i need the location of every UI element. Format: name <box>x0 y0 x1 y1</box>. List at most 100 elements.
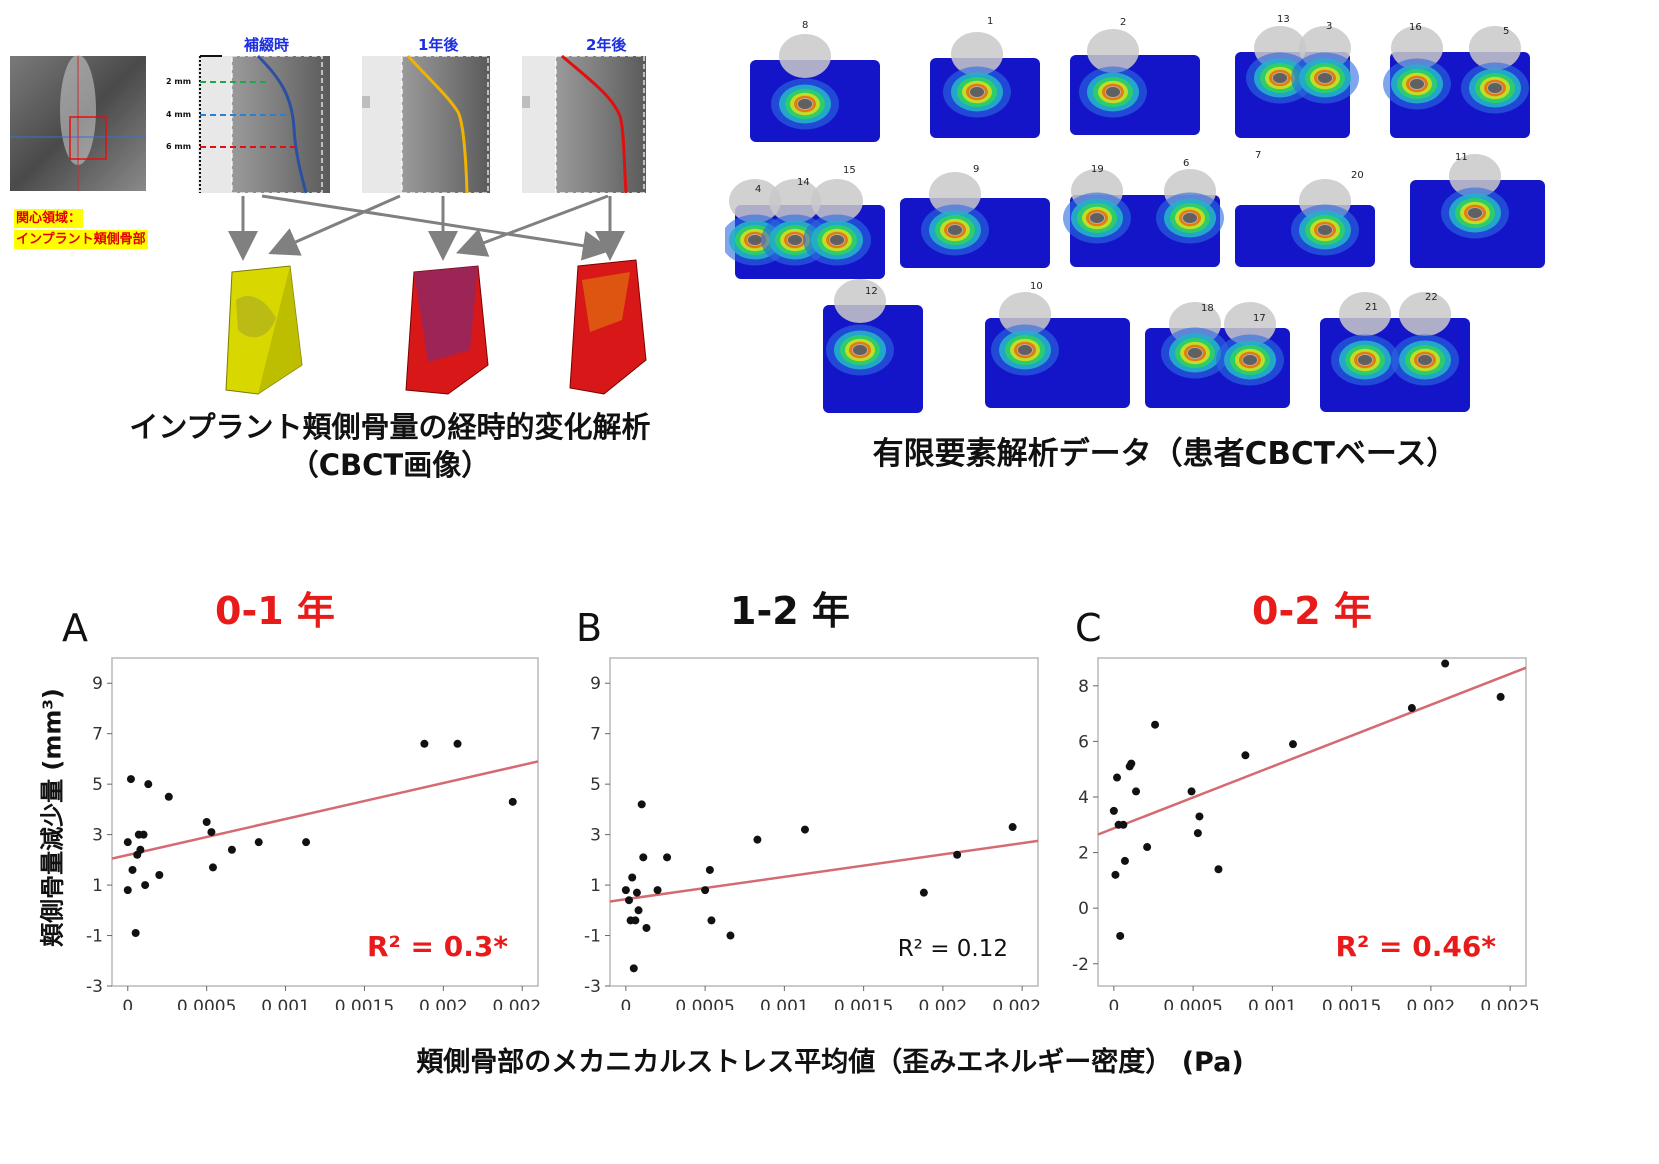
data-point <box>628 873 637 882</box>
data-point <box>302 838 311 847</box>
depth-label-2mm: 2 mm <box>166 77 191 86</box>
data-point <box>208 863 217 872</box>
data-point <box>254 838 263 847</box>
volume-model-year2 <box>569 259 647 395</box>
fea-caption: 有限要素解析データ（患者CBCTベース） <box>872 436 1458 472</box>
data-point <box>508 797 517 806</box>
fea-model-number: 8 <box>802 20 808 31</box>
y-tick-label: 0 <box>1078 899 1089 919</box>
data-point <box>123 886 132 895</box>
stage-header-year1: 1年後 <box>418 36 459 54</box>
plot-area <box>609 657 1039 987</box>
data-point <box>625 896 634 905</box>
x-tick-label: 0.0005 <box>675 997 734 1010</box>
data-point <box>1109 806 1118 815</box>
x-tick-label: 0.0025 <box>492 997 540 1010</box>
stage-header-year2: 2年後 <box>586 36 627 54</box>
data-point <box>155 870 164 879</box>
data-point <box>705 865 714 874</box>
fea-model-number: 7 <box>1255 150 1261 161</box>
data-point <box>131 929 140 938</box>
y-tick-label: 9 <box>590 674 601 694</box>
volume-model-baseline <box>225 265 303 395</box>
data-point <box>1127 759 1136 768</box>
r-squared-label: R² = 0.12 <box>898 936 1008 962</box>
data-point <box>1288 740 1297 749</box>
data-point <box>1193 829 1202 838</box>
data-point <box>919 888 928 897</box>
fea-model <box>1070 29 1200 135</box>
data-point <box>1008 823 1017 832</box>
stage-header-baseline: 補綴時 <box>244 36 290 54</box>
cbct-arrows <box>228 194 625 261</box>
x-tick-label: 0.0005 <box>177 997 236 1010</box>
cbct-panel-year2 <box>522 54 646 194</box>
cbct-slice-image <box>10 55 146 191</box>
fea-model-number: 12 <box>865 286 878 297</box>
fea-model-number: 18 <box>1201 303 1214 314</box>
fea-model-number: 1 <box>987 16 993 27</box>
data-point <box>1441 659 1450 668</box>
fea-model-number: 15 <box>843 165 856 176</box>
data-point <box>701 886 710 895</box>
chart-a-title: 0-1 年 <box>215 589 335 633</box>
x-tick-label: 0.002 <box>419 997 468 1010</box>
x-tick-label: 0.0025 <box>992 997 1040 1010</box>
y-tick-label: 7 <box>92 725 103 745</box>
fea-model-number: 22 <box>1425 292 1438 303</box>
data-point <box>139 830 148 839</box>
panel-letter-c: C <box>1075 606 1102 650</box>
x-tick-label: 0.0025 <box>1480 997 1538 1010</box>
data-point <box>453 739 462 748</box>
roi-label: 関心領域： インプラント頬側骨部 <box>14 207 148 249</box>
cbct-caption-line1: インプラント頬側骨量の経時的変化解析 <box>129 410 651 444</box>
x-tick-label: 0.0015 <box>1322 997 1381 1010</box>
fea-model <box>1145 302 1290 408</box>
cbct-caption-line2: （CBCT画像） <box>289 448 491 482</box>
cbct-section: 2 mm 4 mm 6 mm 補綴時 1年後 2年後 関心領域： インプラント頬… <box>0 0 720 482</box>
depth-label-6mm: 6 mm <box>166 142 191 151</box>
y-axis-label: 頬側骨量減少量 (mm³) <box>38 688 67 947</box>
data-point <box>1195 812 1204 821</box>
fea-model-number: 21 <box>1365 302 1378 313</box>
y-tick-label: 8 <box>1078 677 1089 697</box>
data-point <box>753 835 762 844</box>
y-tick-label: 1 <box>590 876 601 896</box>
data-point <box>632 888 641 897</box>
fea-model-number: 5 <box>1503 26 1509 37</box>
plot-area <box>111 657 539 987</box>
data-point <box>653 886 662 895</box>
data-point <box>1407 704 1416 713</box>
fea-model <box>985 292 1130 408</box>
scatter-chart-c: -2 0 2 4 6 8 0 0.0005 0.001 0.0015 0.002 0.0025 R² =… <box>1072 657 1538 1010</box>
data-point <box>634 906 643 915</box>
roi-label-line2: インプラント頬側骨部 <box>14 230 148 249</box>
data-point <box>123 838 132 847</box>
chart-c-title: 0-2 年 <box>1252 589 1372 633</box>
fea-model-number: 9 <box>973 164 979 175</box>
y-tick-label: -3 <box>86 977 103 997</box>
panel-letter-b: B <box>576 606 603 650</box>
x-tick-label: 0.001 <box>261 997 310 1010</box>
fea-model <box>823 279 923 413</box>
data-point <box>1214 865 1223 874</box>
fea-model-number: 17 <box>1253 313 1266 324</box>
data-point <box>1151 720 1160 729</box>
y-tick-label: -1 <box>584 927 601 947</box>
data-point <box>1496 692 1505 701</box>
data-point <box>621 886 630 895</box>
data-point <box>1241 751 1250 760</box>
data-point <box>164 792 173 801</box>
plot-area <box>1097 657 1527 987</box>
data-point <box>136 845 145 854</box>
regression-line <box>609 839 1039 903</box>
scatter-chart-a: -3 -1 1 3 5 7 9 0 0.0005 0.001 0.0015 0.002 0.0025 R²… <box>86 657 540 1010</box>
data-point <box>726 931 735 940</box>
fea-model-number: 3 <box>1326 21 1332 32</box>
y-tick-label: 6 <box>1078 732 1089 752</box>
fea-model-number: 20 <box>1351 170 1364 181</box>
data-point <box>128 865 137 874</box>
fea-model-number: 6 <box>1183 158 1189 169</box>
x-tick-label: 0 <box>620 997 631 1010</box>
